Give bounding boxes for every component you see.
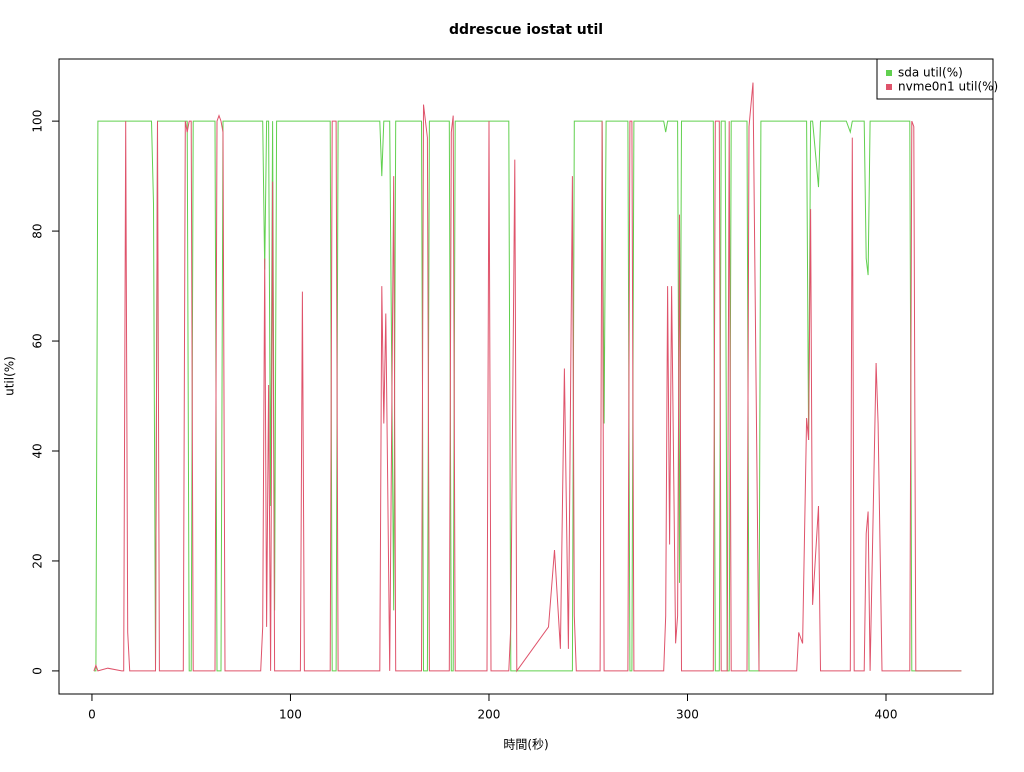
series-line <box>93 82 962 673</box>
x-tick-label: 400 <box>875 708 898 722</box>
legend-box <box>876 58 994 100</box>
chart-title: ddrescue iostat util <box>449 22 603 38</box>
y-tick-label: 40 <box>31 443 45 458</box>
legend-swatch <box>886 70 892 76</box>
y-tick-label: 20 <box>31 553 45 568</box>
y-axis-label: util(%) <box>3 356 17 396</box>
y-tick-label: 100 <box>31 110 45 133</box>
legend-swatch <box>886 84 892 90</box>
y-tick-label: 0 <box>31 667 45 675</box>
y-tick-label: 80 <box>31 223 45 238</box>
x-axis-label: 時間(秒) <box>503 738 548 752</box>
x-tick-label: 300 <box>676 708 699 722</box>
x-tick-label: 100 <box>279 708 302 722</box>
series-line <box>93 120 962 672</box>
legend-label: nvme0n1 util(%) <box>898 80 998 94</box>
legend-label: sda util(%) <box>898 66 963 80</box>
x-tick-label: 200 <box>478 708 501 722</box>
y-tick-label: 60 <box>31 333 45 348</box>
x-tick-label: 0 <box>88 708 96 722</box>
